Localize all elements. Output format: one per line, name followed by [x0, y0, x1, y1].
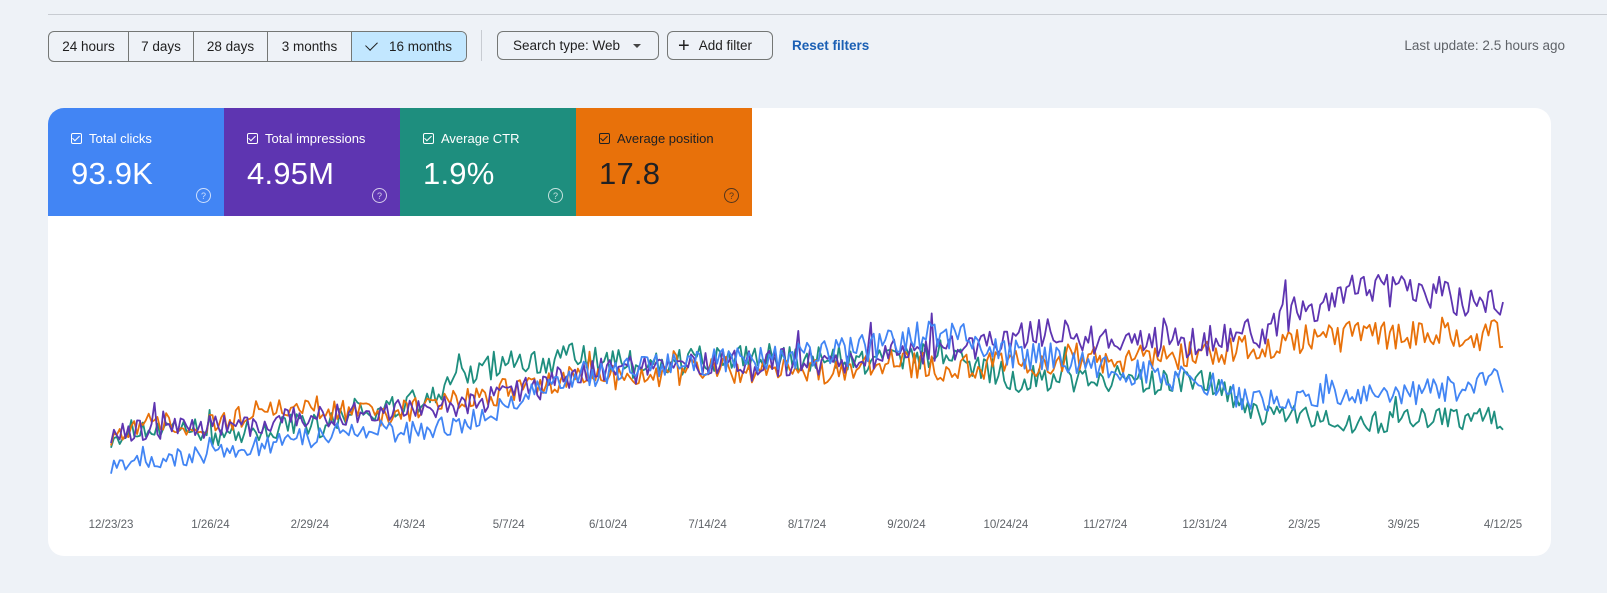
range-label: 7 days — [141, 39, 181, 54]
x-tick-label: 3/9/25 — [1388, 519, 1420, 531]
date-range-selector: 24 hours 7 days 28 days 3 months 16 mont… — [48, 31, 467, 62]
help-icon[interactable]: ? — [372, 188, 387, 203]
metric-label: Average CTR — [441, 131, 520, 146]
search-type-dropdown[interactable]: Search type: Web — [497, 31, 659, 60]
performance-chart: 12/23/23 1/26/24 2/29/24 4/3/24 5/7/24 6/10/2… — [89, 273, 1522, 531]
metric-total-clicks[interactable]: Total clicks 93.9K ? — [48, 108, 224, 216]
x-tick-label: 5/7/24 — [493, 519, 526, 531]
range-3-months-button[interactable]: 3 months — [268, 32, 352, 61]
x-tick-label: 8/17/24 — [788, 519, 827, 531]
range-label: 24 hours — [62, 39, 115, 54]
x-tick-label: 2/29/24 — [291, 519, 330, 531]
add-filter-label: Add filter — [698, 38, 752, 53]
plus-icon: + — [678, 34, 690, 57]
caret-down-icon — [633, 43, 642, 48]
x-tick-label: 4/3/24 — [393, 519, 426, 531]
check-icon — [365, 38, 378, 51]
reset-filters-link[interactable]: Reset filters — [792, 38, 870, 53]
x-tick-label: 11/27/24 — [1083, 519, 1128, 531]
metric-value: 93.9K — [71, 156, 154, 191]
toolbar-divider — [481, 30, 482, 61]
range-label: 16 months — [388, 39, 453, 54]
series-line — [110, 273, 1504, 444]
x-tick-label: 9/20/24 — [887, 519, 926, 531]
checkbox-icon[interactable] — [247, 133, 258, 144]
metric-value: 4.95M — [247, 156, 335, 191]
x-tick-label: 6/10/24 — [589, 519, 628, 531]
help-icon[interactable]: ? — [724, 188, 739, 203]
performance-card: 12/23/23 1/26/24 2/29/24 4/3/24 5/7/24 6/10/2… — [48, 108, 1551, 556]
metric-label: Total impressions — [265, 131, 366, 146]
search-type-label: Search type: Web — [513, 38, 621, 53]
last-update-text: Last update: 2.5 hours ago — [1404, 38, 1565, 53]
x-tick-label: 2/3/25 — [1288, 519, 1320, 531]
x-tick-label: 4/12/25 — [1484, 519, 1522, 531]
add-filter-button[interactable]: + Add filter — [667, 31, 773, 60]
metric-label: Total clicks — [89, 131, 152, 146]
metric-average-ctr[interactable]: Average CTR 1.9% ? — [400, 108, 576, 216]
range-7-days-button[interactable]: 7 days — [129, 32, 194, 61]
range-label: 3 months — [281, 39, 338, 54]
range-label: 28 days — [206, 39, 255, 54]
checkbox-icon[interactable] — [599, 133, 610, 144]
help-icon[interactable]: ? — [196, 188, 211, 203]
top-divider — [48, 14, 1607, 15]
metric-average-position[interactable]: Average position 17.8 ? — [576, 108, 752, 216]
series-line — [110, 339, 1504, 449]
range-28-days-button[interactable]: 28 days — [194, 32, 268, 61]
metric-value: 1.9% — [423, 156, 495, 191]
series-line — [110, 320, 1504, 474]
range-24-hours-button[interactable]: 24 hours — [49, 32, 129, 61]
metric-total-impressions[interactable]: Total impressions 4.95M ? — [224, 108, 400, 216]
checkbox-icon[interactable] — [423, 133, 434, 144]
checkbox-icon[interactable] — [71, 133, 82, 144]
metric-value: 17.8 — [599, 156, 661, 191]
series-line — [110, 316, 1504, 446]
help-icon[interactable]: ? — [548, 188, 563, 203]
x-tick-label: 12/31/24 — [1182, 519, 1227, 531]
x-tick-label: 1/26/24 — [191, 519, 230, 531]
x-tick-label: 10/24/24 — [983, 519, 1028, 531]
x-tick-label: 7/14/24 — [688, 519, 727, 531]
x-tick-label: 12/23/23 — [89, 519, 134, 531]
metric-label: Average position — [617, 131, 714, 146]
range-16-months-button[interactable]: 16 months — [352, 32, 466, 61]
